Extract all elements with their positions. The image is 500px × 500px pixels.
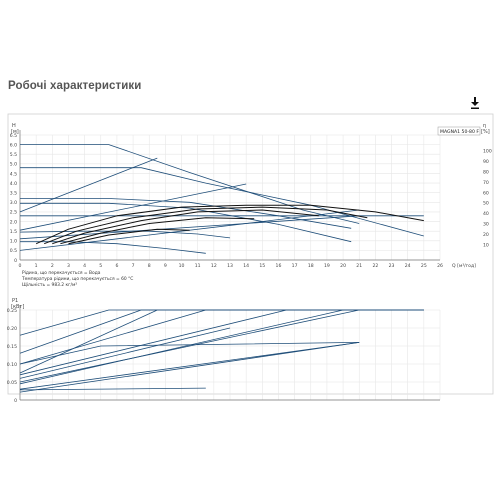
head-y-tick-label: 5.0 <box>10 162 17 168</box>
head-y-tick-label: 4.5 <box>10 171 17 177</box>
head-curve-plot: 0 0.5 1.0 1.5 2.0 2.5 3.0 3.5 4.0 4.5 5.0 5.5 6.0 6.5… <box>10 123 492 288</box>
head-x-tick-label: 18 <box>308 263 314 269</box>
head-x-tick-label: 20 <box>340 263 346 269</box>
power-series-line <box>19 327 231 379</box>
head-y-tick-label: 3.5 <box>10 190 17 196</box>
head-y-tick-label: 2.5 <box>10 210 17 216</box>
chart-frame <box>7 113 494 395</box>
power-series-line <box>19 309 344 385</box>
head-x-tick-label: 13 <box>227 263 233 269</box>
head-series-line <box>20 202 352 243</box>
power-y-axis-label: P1 <box>12 298 18 304</box>
head-x-tick-label: 0 <box>19 263 22 269</box>
head-x-tick-label: 5 <box>99 263 102 269</box>
head-y-tick-label: 3.0 <box>10 200 17 206</box>
model-name-box <box>437 126 481 136</box>
power-curve-plot: 0 0.05 0.10 0.15 0.20 0.25 P1[кВт] <box>7 298 441 404</box>
head-x-tick-label: 14 <box>243 263 249 269</box>
head-x-tick-label: 24 <box>405 263 411 269</box>
head-x-tick-label: 15 <box>259 263 265 269</box>
download-icon[interactable] <box>470 97 480 109</box>
head-x-tick-label: 7 <box>132 263 135 269</box>
eta-tick-label: 50 <box>483 201 489 207</box>
eta-unit-label: [%] <box>481 129 490 135</box>
head-y-tick-label: 1.0 <box>10 239 17 245</box>
head-series-line <box>19 157 158 213</box>
head-series-line <box>52 209 319 245</box>
head-y-tick-label: 6.0 <box>10 142 17 148</box>
head-y-tick-label: 1.5 <box>10 229 17 235</box>
power-y-tick-label: 0.15 <box>7 344 17 350</box>
eta-tick-label: 40 <box>483 211 489 217</box>
head-y-tick-label: 2.0 <box>10 219 17 225</box>
head-x-tick-label: 9 <box>164 263 167 269</box>
eta-tick-label: 70 <box>483 180 489 186</box>
head-series-line <box>60 217 255 245</box>
head-series-line <box>35 204 424 245</box>
head-x-tick-label: 19 <box>324 263 330 269</box>
power-y-tick-label: 0.05 <box>7 380 17 386</box>
eta-tick-label: 90 <box>483 159 489 165</box>
head-x-tick-label: 26 <box>437 263 443 269</box>
model-name-label: MAGNA1 50-80 F <box>440 129 479 135</box>
head-y-axis-label: H <box>12 123 16 129</box>
head-x-tick-label: 25 <box>421 263 427 269</box>
head-series-line <box>19 215 360 240</box>
head-x-tick-label: 4 <box>83 263 86 269</box>
head-x-tick-label: 23 <box>389 263 395 269</box>
power-y-tick-label: 0.25 <box>7 308 17 314</box>
eta-tick-label: 10 <box>483 242 489 248</box>
power-y-tick-label: 0 <box>14 398 17 404</box>
head-y-tick-label: 6.5 <box>10 133 17 139</box>
eta-axis-label: η <box>483 123 486 129</box>
chart-border <box>7 113 494 395</box>
power-series-line <box>19 342 360 393</box>
head-x-tick-label: 10 <box>179 263 185 269</box>
head-x-tick-label: 3 <box>67 263 70 269</box>
head-x-tick-label: 21 <box>356 263 362 269</box>
head-series-line <box>68 228 190 245</box>
head-x-tick-label: 8 <box>148 263 151 269</box>
eta-tick-label: 60 <box>483 190 489 196</box>
power-y-tick-label: 0.10 <box>7 362 17 368</box>
head-series-line <box>20 241 206 254</box>
head-series-line <box>44 206 368 245</box>
fluid-note: Температура рідини, що перекачується = 6… <box>21 276 133 282</box>
head-y-tick-label: 4.0 <box>10 181 17 187</box>
power-series-line <box>19 342 360 390</box>
x-unit-label: Q [м³/год] <box>452 263 476 269</box>
eta-tick-label: 80 <box>483 169 489 175</box>
head-x-tick-label: 22 <box>372 263 378 269</box>
power-series-line <box>19 342 360 365</box>
head-x-tick-label: 12 <box>211 263 217 269</box>
head-x-tick-label: 17 <box>292 263 298 269</box>
head-series-line <box>19 183 247 231</box>
power-y-tick-label: 0.20 <box>7 326 17 332</box>
head-x-tick-label: 1 <box>35 263 38 269</box>
head-y-tick-label: 0 <box>14 258 17 264</box>
fluid-note: Щільність = 983.2 кг/м³ <box>22 282 77 288</box>
eta-tick-label: 30 <box>483 222 489 228</box>
power-series-line <box>19 309 424 376</box>
performance-chart: 0 0.5 1.0 1.5 2.0 2.5 3.0 3.5 4.0 4.5 5.0 5.5 6.0 6.5… <box>7 113 494 404</box>
eta-tick-label: 20 <box>483 232 489 238</box>
eta-tick-label: 100 <box>483 149 492 155</box>
head-x-tick-label: 11 <box>195 263 201 269</box>
page-title: Робочі характеристики <box>8 80 142 92</box>
fluid-note: Рідина, що перекачується = Вода <box>22 270 101 276</box>
head-y-tick-label: 0.5 <box>10 248 17 254</box>
head-x-tick-label: 16 <box>276 263 282 269</box>
power-series-line <box>19 309 158 374</box>
power-y-unit-label: [кВт] <box>11 304 24 310</box>
head-y-tick-label: 5.5 <box>10 152 17 158</box>
head-x-tick-label: 2 <box>51 263 54 269</box>
head-y-unit-label: [м] <box>11 129 19 135</box>
head-x-tick-label: 6 <box>115 263 118 269</box>
power-series-line <box>19 387 206 391</box>
